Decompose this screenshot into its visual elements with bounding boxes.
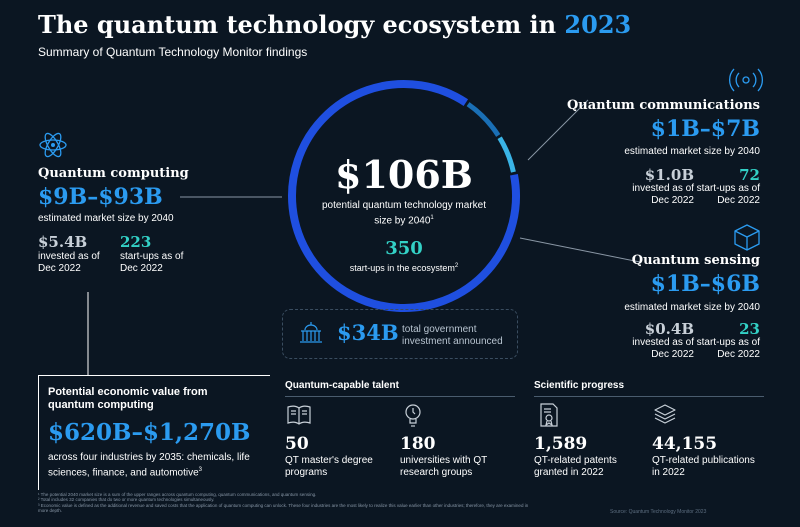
communications-title: Quantum communications — [566, 98, 760, 113]
footnote-1: ¹ The potential 2040 market size is a su… — [38, 492, 317, 497]
title-year: 2023 — [564, 10, 632, 39]
atom-icon — [39, 132, 67, 158]
communications-startups-value: 72 — [739, 166, 760, 184]
communications-startups-label: start-ups as of Dec 2022 — [696, 183, 760, 206]
page-title: The quantum technology ecosystem in 2023 — [38, 10, 631, 40]
computing-range: $9B–$93B — [38, 184, 163, 210]
sensing-startups-label: start-ups as of Dec 2022 — [696, 337, 760, 360]
footnote-2: ² Total includes 32 companies that do tw… — [38, 497, 215, 503]
computing-startups-label: start-ups as of Dec 2022 — [120, 251, 184, 274]
economic-label-text: across four industries by 2035: chemical… — [48, 452, 250, 479]
line-communications — [527, 99, 589, 161]
center-startups-value: 350 — [385, 238, 423, 259]
communications-range-label: estimated market size by 2040 — [624, 146, 760, 157]
publications-value: 44,155 — [652, 434, 718, 454]
masters-value: 50 — [285, 434, 309, 454]
government-value: $34B — [337, 320, 399, 345]
line-sensing — [519, 237, 641, 263]
footnote-3: ³ Economic value is defined as the addit… — [38, 502, 529, 514]
computing-title: Quantum computing — [38, 166, 189, 181]
center-market-value: $106B — [335, 152, 473, 197]
sensing-range: $1B–$6B — [650, 271, 760, 297]
capitol-building-icon — [300, 322, 322, 343]
economic-box — [38, 375, 270, 490]
computing-invested-label: invested as of Dec 2022 — [38, 251, 100, 274]
sensing-startups-value: 23 — [739, 320, 760, 338]
economic-label-sup: 3 — [198, 467, 202, 473]
universities-value: 180 — [400, 434, 436, 454]
communications-invested-label: invested as of Dec 2022 — [632, 183, 694, 206]
certificate-document-icon — [540, 403, 558, 427]
patents-label: QT-related patents granted in 2022 — [534, 455, 617, 478]
signal-broadcast-icon — [728, 68, 764, 92]
computing-range-label: estimated market size by 2040 — [38, 213, 174, 224]
center-market-label-sup: 1 — [430, 215, 434, 221]
masters-label: QT master's degree programs — [285, 455, 373, 478]
universities-label: universities with QT research groups — [400, 455, 488, 478]
talent-title: Quantum-capable talent — [285, 380, 399, 391]
communications-range: $1B–$7B — [650, 116, 760, 142]
sensing-range-label: estimated market size by 2040 — [624, 302, 760, 313]
science-title: Scientific progress — [534, 380, 625, 391]
center-startups-label: start-ups in the ecosystem2 — [283, 263, 525, 273]
ring-segment-computing — [288, 80, 520, 312]
patents-value: 1,589 — [534, 434, 588, 454]
sensing-invested-value: $0.4B — [644, 320, 694, 338]
economic-title: Potential economic value from quantum co… — [48, 386, 208, 411]
ring-segment-communications — [466, 102, 501, 137]
center-market-label-text: potential quantum technology market size… — [322, 200, 486, 227]
computing-startups-value: 223 — [120, 233, 152, 251]
stacked-papers-icon — [654, 404, 676, 424]
computing-invested-value: $5.4B — [38, 233, 88, 251]
page-subtitle: Summary of Quantum Technology Monitor fi… — [38, 45, 308, 59]
publications-label: QT-related publications in 2022 — [652, 455, 755, 478]
economic-label: across four industries by 2035: chemical… — [48, 452, 258, 479]
sensing-invested-label: invested as of Dec 2022 — [632, 337, 694, 360]
footnotes: ¹ The potential 2040 market size is a su… — [38, 492, 538, 514]
government-box — [282, 309, 518, 359]
source-note: Source: Quantum Technology Monitor 2023 — [610, 509, 707, 515]
talent-divider — [285, 396, 515, 397]
title-text: The quantum technology ecosystem in — [38, 10, 557, 39]
communications-invested-value: $1.0B — [644, 166, 694, 184]
lightbulb-head-icon — [405, 404, 421, 427]
center-startups-label-text: start-ups in the ecosystem — [349, 263, 455, 273]
open-book-icon — [287, 405, 311, 425]
ring-segment-sensing — [497, 136, 516, 173]
market-ring — [288, 80, 520, 312]
cube-icon — [734, 224, 760, 251]
center-market-label: potential quantum technology market size… — [318, 200, 490, 227]
sensing-title: Quantum sensing — [631, 253, 760, 268]
center-startups-label-sup: 2 — [454, 263, 459, 269]
economic-range: $620B–$1,270B — [48, 419, 251, 446]
government-label: total government investment announced — [402, 324, 503, 347]
science-divider — [534, 396, 764, 397]
